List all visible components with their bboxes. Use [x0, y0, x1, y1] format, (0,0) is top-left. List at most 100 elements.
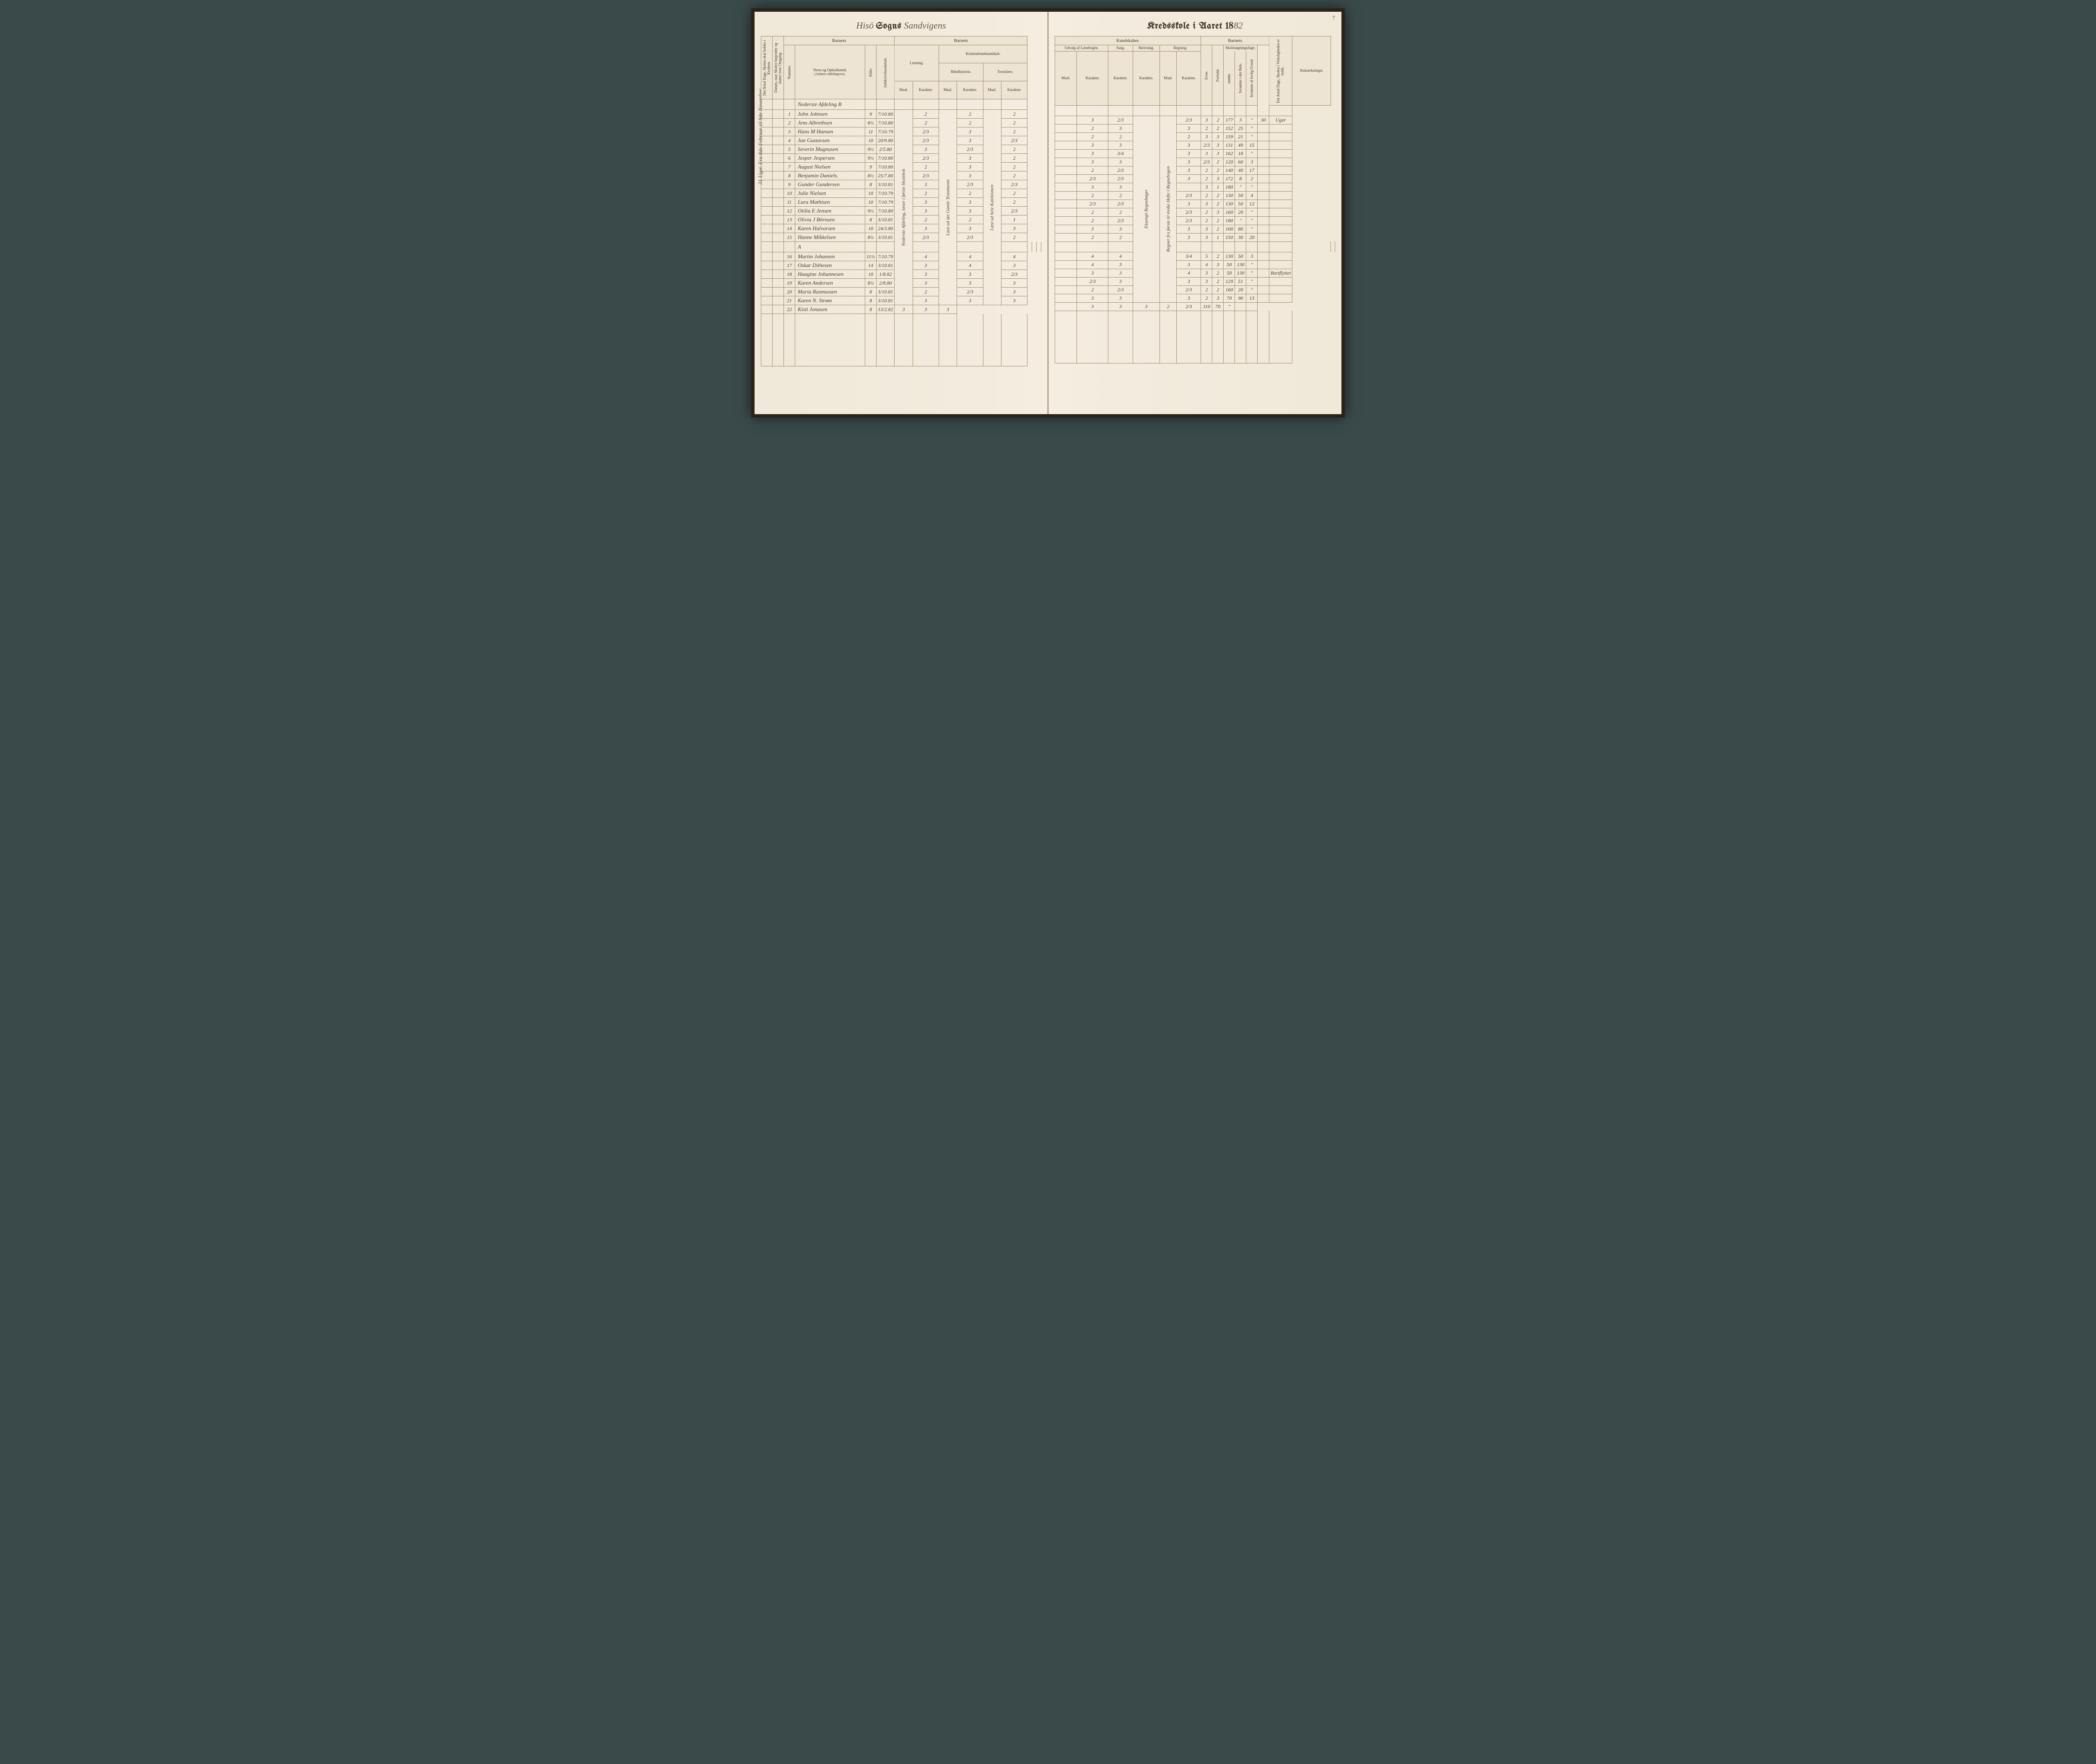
- cell-age: 11½: [865, 252, 877, 261]
- hdr-la-kar: Karakter.: [913, 81, 939, 99]
- cell-fh: 50: [1235, 200, 1246, 208]
- cell-ev: 3: [1201, 149, 1212, 158]
- cell-re-k: 3: [1177, 149, 1201, 158]
- cell-fo: 3: [1212, 294, 1224, 302]
- table-row: 2332215225": [1055, 124, 1335, 132]
- cell-bi-k: 3: [957, 154, 983, 163]
- cell-ud-m: [1055, 149, 1077, 158]
- district-name: Sandvigens: [904, 20, 946, 31]
- cell-tr-k: 2: [1001, 198, 1027, 207]
- cell-name: Kisti Jonasen: [795, 305, 865, 314]
- cell-age: 8: [865, 305, 877, 314]
- cell-bi-k: 2/3: [957, 145, 983, 154]
- cell-fh: 30: [1235, 233, 1246, 241]
- cell-tr-k: 2: [1001, 163, 1027, 171]
- cell-fh: 80: [1235, 225, 1246, 233]
- cell-ud-k: 3: [1077, 294, 1108, 302]
- cell-an: [1269, 149, 1292, 158]
- cell-ev: 2/3: [1201, 141, 1212, 149]
- cell-la-k: 3: [913, 296, 939, 305]
- hdr-forhold: Forhold.: [1212, 45, 1224, 106]
- cell-age: 8½: [865, 171, 877, 180]
- cell-an: [1269, 285, 1292, 294]
- cell-vi: [1235, 302, 1246, 311]
- cell-name: Julie Nielsen: [795, 189, 865, 198]
- cell-vi: [1258, 149, 1269, 158]
- cell-age: 10: [865, 224, 877, 233]
- cell-num: 16: [784, 252, 795, 261]
- cell-fh: 49: [1235, 141, 1246, 149]
- cell-ind: 7/10.79: [877, 252, 895, 261]
- cell-sa: 2/3: [1108, 116, 1133, 124]
- hdr-udvalg: Udvalg af Læsebogen.: [1055, 45, 1108, 52]
- cell-ind: 20/9.80: [877, 136, 895, 145]
- cell-an: [1269, 260, 1292, 269]
- cell-an: [1269, 200, 1292, 208]
- cell-fo: 3: [1212, 149, 1224, 158]
- hdr-barnets: Barnets: [784, 36, 895, 45]
- cell-age: 9½: [865, 154, 877, 163]
- cell-sa: 3: [1108, 158, 1133, 166]
- cell-ind: 25/7.80: [877, 171, 895, 180]
- hdr-sk-kar: Karakter.: [1133, 51, 1160, 105]
- cell-ind: 7/10.80: [877, 207, 895, 215]
- table-row: 2223315921": [1055, 132, 1335, 141]
- cell-sa: 3: [1108, 302, 1133, 311]
- cell-age: 8½: [865, 279, 877, 288]
- cell-vi: [1258, 166, 1269, 174]
- cell-ud-k: 2: [1077, 285, 1108, 294]
- cell-fh: 50: [1235, 252, 1246, 260]
- cell-ud-m: [1055, 116, 1077, 124]
- cell-age: 10: [865, 189, 877, 198]
- year-suffix: 82: [1234, 20, 1243, 31]
- cell-ev: 3: [1201, 116, 1212, 124]
- cell-sa: 2: [1108, 208, 1133, 216]
- cell-fl: 3: [1246, 158, 1258, 166]
- cell-num: 4: [784, 136, 795, 145]
- hdr-navn-sub: (Anføres afdelingsvis).: [796, 73, 864, 76]
- cell-vi: [1258, 174, 1269, 183]
- cell-re-k: [1177, 183, 1201, 191]
- cell-fo: 1: [1212, 183, 1224, 191]
- table-row: 3333210080": [1055, 225, 1335, 233]
- cell-la-k: 3: [913, 145, 939, 154]
- cell-age: 8: [865, 296, 877, 305]
- cell-fh: ": [1235, 216, 1246, 225]
- cell-ind: 13/2.82: [877, 305, 895, 314]
- title-sogns: Sogns: [876, 21, 902, 31]
- left-table: Det Antal Dage, Skolen skal holdes i Kre…: [761, 36, 1041, 366]
- cell-mo: 177: [1224, 116, 1235, 124]
- cell-mo: 172: [1224, 174, 1235, 183]
- hdr-tr-maal: Maal.: [983, 81, 1001, 99]
- cell-an: [1269, 216, 1292, 225]
- cell-ud-m: [1055, 166, 1077, 174]
- hdr-anm: Anmærkninger.: [1292, 36, 1331, 106]
- cell-age: 11: [865, 127, 877, 136]
- hdr-fors-hele: forsømte i det Hele.: [1235, 51, 1246, 105]
- cell-re-k: 2/3: [1177, 191, 1201, 200]
- cell-bi-k: 2/3: [957, 233, 983, 242]
- cell-ud-k: 2/3: [1077, 277, 1108, 285]
- cell-re-k: 2/3: [1177, 208, 1201, 216]
- margin-note: 31 Uger. Fra 8de Februar til 9de Novembe…: [757, 88, 764, 185]
- cell-name: Olivia J Börnsen: [795, 215, 865, 224]
- cell-an: [1246, 302, 1258, 311]
- cell-tr-k: 4: [1001, 252, 1027, 261]
- cell-an: [1269, 252, 1292, 260]
- cell-fl: 17: [1246, 166, 1258, 174]
- cell-fh: 25: [1235, 124, 1246, 132]
- cell-ind: 24/3.80: [877, 224, 895, 233]
- cell-num: 7: [784, 163, 795, 171]
- cell-ud-k: 2/3: [1077, 200, 1108, 208]
- cell-bi-k: 3: [957, 279, 983, 288]
- table-row: 443/452130503: [1055, 252, 1335, 260]
- hdr-kundskaber: Kundskaber.: [1055, 36, 1201, 45]
- hdr-skriv: Skrivning.: [1133, 45, 1160, 52]
- cell-ud-m: [1055, 269, 1077, 277]
- cell-num: 8: [784, 171, 795, 180]
- cell-ind: 3/10.81: [877, 233, 895, 242]
- cell-sa: 3: [1108, 183, 1133, 191]
- cell-num: 18: [784, 270, 795, 279]
- hdr-ud-maal: Maal.: [1055, 51, 1077, 105]
- cell-tr-k: 2: [1001, 154, 1027, 163]
